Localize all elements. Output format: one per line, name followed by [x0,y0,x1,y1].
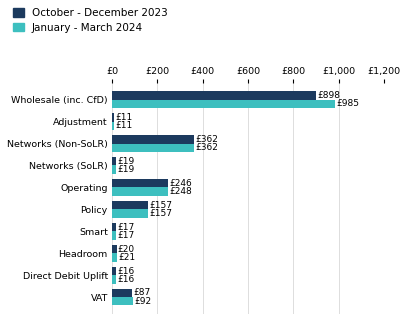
Text: £92: £92 [134,297,151,306]
Bar [112,144,194,152]
Text: £11: £11 [116,121,133,130]
Bar [112,179,168,188]
Text: £898: £898 [317,91,340,100]
Bar [112,223,116,231]
Bar [112,100,335,108]
Bar [112,188,168,196]
Text: £17: £17 [117,231,134,240]
Text: £157: £157 [149,201,172,210]
Text: £19: £19 [118,157,135,166]
Bar [112,275,116,284]
Text: £20: £20 [118,244,135,253]
Text: £19: £19 [118,165,135,174]
Text: £87: £87 [133,288,150,298]
Bar [112,135,194,144]
Bar [112,245,116,253]
Text: £16: £16 [117,267,134,276]
Bar [112,122,114,130]
Text: £362: £362 [196,135,218,144]
Text: £11: £11 [116,113,133,122]
Bar [112,157,116,165]
Bar [112,231,116,240]
Legend: October - December 2023, January - March 2024: October - December 2023, January - March… [13,8,168,33]
Text: £16: £16 [117,275,134,284]
Bar [112,91,316,100]
Bar [112,267,116,275]
Text: £246: £246 [169,179,192,188]
Bar [112,113,114,122]
Text: £157: £157 [149,209,172,218]
Text: £17: £17 [117,223,134,232]
Text: £21: £21 [118,253,135,262]
Bar [112,297,133,306]
Bar [112,165,116,174]
Text: £985: £985 [337,99,360,108]
Bar [112,289,132,297]
Text: £362: £362 [196,143,218,152]
Text: £248: £248 [170,187,192,196]
Bar [112,201,148,209]
Bar [112,253,117,261]
Bar [112,209,148,218]
